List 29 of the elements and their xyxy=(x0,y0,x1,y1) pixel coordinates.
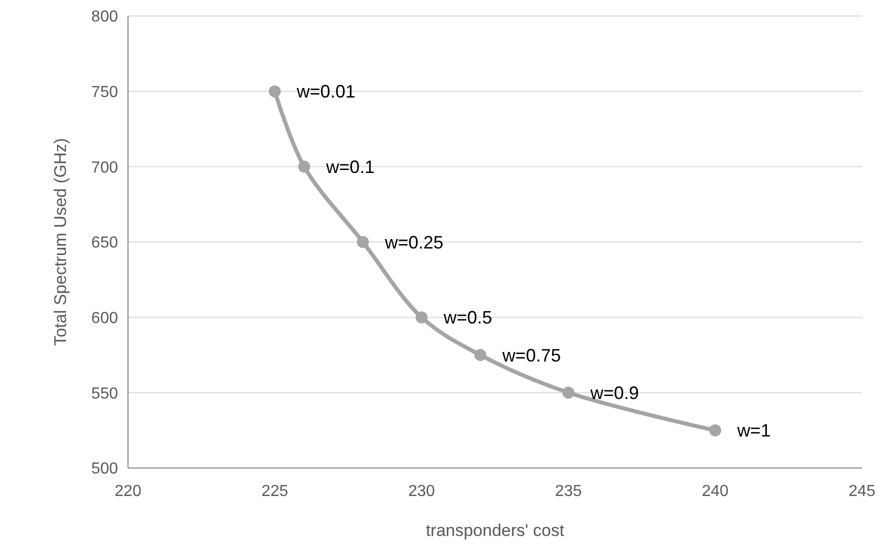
point xyxy=(562,386,574,399)
y-tick-label: 500 xyxy=(91,460,118,478)
y-tick-label: 700 xyxy=(91,159,118,176)
annotation: w=0.75 xyxy=(501,345,561,366)
y-tick-label: 800 xyxy=(91,8,118,26)
y-tick-label: 550 xyxy=(91,385,118,402)
y-axis-title: Total Spectrum Used (GHz) xyxy=(51,138,70,346)
point xyxy=(268,85,281,98)
point xyxy=(298,160,310,173)
x-tick-label: 225 xyxy=(261,483,288,500)
point xyxy=(709,424,722,436)
annotation: w=1 xyxy=(736,420,771,441)
x-axis-title: transponders' cost xyxy=(426,521,564,540)
annotation: w=0.9 xyxy=(589,382,639,403)
x-tick-label: 230 xyxy=(408,483,436,500)
point xyxy=(474,349,486,361)
annotation: w=0.01 xyxy=(296,82,356,102)
x-tick-label: 220 xyxy=(114,483,142,500)
annotation: w=0.1 xyxy=(325,156,375,177)
annotation: w=0.25 xyxy=(384,232,444,252)
x-tick-label: 245 xyxy=(848,483,876,500)
y-tick-label: 750 xyxy=(91,84,118,101)
x-tick-label: 235 xyxy=(555,483,582,500)
y-tick-label: 650 xyxy=(91,234,118,252)
y-tick-label: 600 xyxy=(91,310,118,327)
point xyxy=(416,311,428,324)
point xyxy=(356,236,369,248)
x-tick-label: 240 xyxy=(702,483,729,500)
annotation: w=0.5 xyxy=(442,308,492,328)
